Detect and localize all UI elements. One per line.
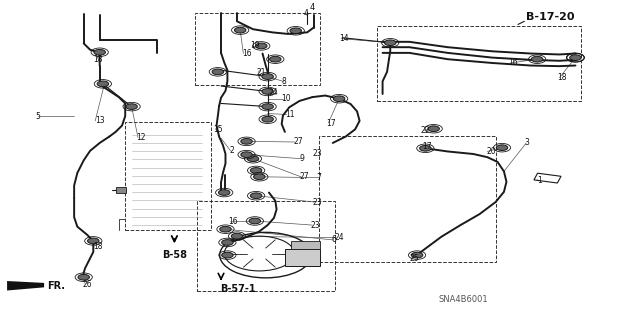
Circle shape — [249, 218, 260, 224]
Bar — [116, 188, 125, 193]
Circle shape — [262, 89, 273, 94]
Circle shape — [221, 240, 233, 245]
Circle shape — [496, 145, 508, 151]
Text: 21: 21 — [256, 68, 266, 77]
Circle shape — [241, 138, 252, 144]
Circle shape — [212, 69, 223, 75]
Text: 9: 9 — [300, 154, 305, 163]
Text: 23: 23 — [312, 150, 322, 159]
Text: 23: 23 — [310, 221, 320, 230]
Circle shape — [218, 190, 230, 196]
Text: SNA4B6001: SNA4B6001 — [438, 295, 488, 304]
Circle shape — [570, 55, 581, 61]
Text: 18: 18 — [557, 73, 567, 82]
Polygon shape — [7, 281, 44, 291]
Circle shape — [126, 104, 138, 109]
Text: 16: 16 — [228, 218, 238, 226]
Bar — [197, 201, 335, 292]
Circle shape — [78, 274, 90, 280]
Text: 10: 10 — [282, 94, 291, 103]
Text: 20: 20 — [486, 147, 495, 156]
Text: B-57-1: B-57-1 — [220, 284, 256, 294]
Text: 15: 15 — [213, 125, 223, 134]
Text: 13: 13 — [95, 116, 105, 125]
Circle shape — [428, 126, 440, 131]
Text: 4: 4 — [304, 9, 309, 18]
Text: 19: 19 — [250, 41, 259, 50]
Circle shape — [247, 156, 259, 162]
Circle shape — [94, 49, 106, 55]
Text: 12: 12 — [136, 133, 145, 142]
Circle shape — [234, 27, 246, 33]
Circle shape — [385, 40, 396, 46]
Bar — [285, 249, 320, 266]
Text: 1: 1 — [537, 176, 542, 185]
Circle shape — [290, 28, 301, 33]
Text: 14: 14 — [339, 34, 349, 43]
Circle shape — [231, 233, 243, 239]
Circle shape — [253, 174, 265, 180]
Text: 24: 24 — [269, 88, 278, 97]
Text: FR.: FR. — [47, 281, 65, 291]
Circle shape — [221, 252, 233, 258]
Text: 18: 18 — [93, 55, 103, 64]
Text: 3: 3 — [524, 138, 529, 147]
Bar — [378, 26, 580, 101]
Circle shape — [88, 238, 99, 244]
Text: 16: 16 — [508, 58, 518, 68]
Text: 11: 11 — [285, 110, 294, 119]
Text: 8: 8 — [282, 77, 287, 86]
Text: 25: 25 — [410, 254, 419, 263]
Text: 4: 4 — [309, 3, 314, 12]
Circle shape — [262, 104, 273, 109]
Circle shape — [262, 74, 273, 79]
Text: 24: 24 — [334, 233, 344, 242]
Bar — [319, 136, 496, 262]
Text: 18: 18 — [93, 242, 103, 251]
Circle shape — [250, 193, 262, 198]
Circle shape — [262, 116, 273, 122]
Text: 27: 27 — [300, 172, 309, 181]
Text: 27: 27 — [293, 137, 303, 146]
Text: 6: 6 — [332, 235, 337, 244]
Circle shape — [412, 252, 423, 258]
Circle shape — [531, 56, 543, 62]
Circle shape — [250, 167, 262, 173]
Text: 17: 17 — [326, 119, 336, 128]
Text: 5: 5 — [36, 112, 41, 121]
Text: 2: 2 — [229, 146, 234, 155]
Text: 23: 23 — [312, 197, 322, 206]
Circle shape — [269, 56, 281, 62]
Bar — [195, 13, 320, 85]
Circle shape — [333, 96, 345, 101]
Text: 16: 16 — [242, 49, 252, 58]
Circle shape — [255, 43, 267, 49]
Text: 7: 7 — [317, 173, 322, 182]
Text: B-58: B-58 — [162, 250, 187, 260]
Circle shape — [97, 81, 109, 87]
Circle shape — [220, 226, 231, 232]
Bar — [125, 122, 211, 230]
Circle shape — [241, 152, 252, 158]
Bar — [291, 241, 320, 249]
Bar — [534, 173, 561, 183]
Text: B-17-20: B-17-20 — [525, 12, 574, 23]
Text: 17: 17 — [422, 142, 432, 151]
Text: 22: 22 — [421, 126, 431, 135]
Text: 26: 26 — [83, 280, 92, 289]
Circle shape — [420, 145, 431, 151]
